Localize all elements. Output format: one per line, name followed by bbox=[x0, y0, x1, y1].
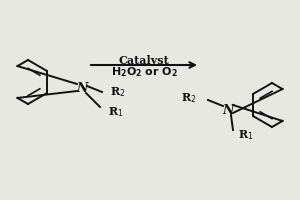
Text: $\mathbf{H_2O_2}$ $\mathbf{or}$ $\mathbf{O_2}$: $\mathbf{H_2O_2}$ $\mathbf{or}$ $\mathbf… bbox=[110, 65, 178, 79]
Text: R$_1$: R$_1$ bbox=[108, 105, 124, 119]
Text: R$_2$: R$_2$ bbox=[181, 91, 196, 105]
Text: Catalyst: Catalyst bbox=[118, 55, 169, 66]
Text: N: N bbox=[76, 82, 88, 95]
Text: N: N bbox=[222, 104, 234, 116]
Text: R$_2$: R$_2$ bbox=[110, 85, 125, 99]
Text: R$_1$: R$_1$ bbox=[238, 128, 254, 142]
